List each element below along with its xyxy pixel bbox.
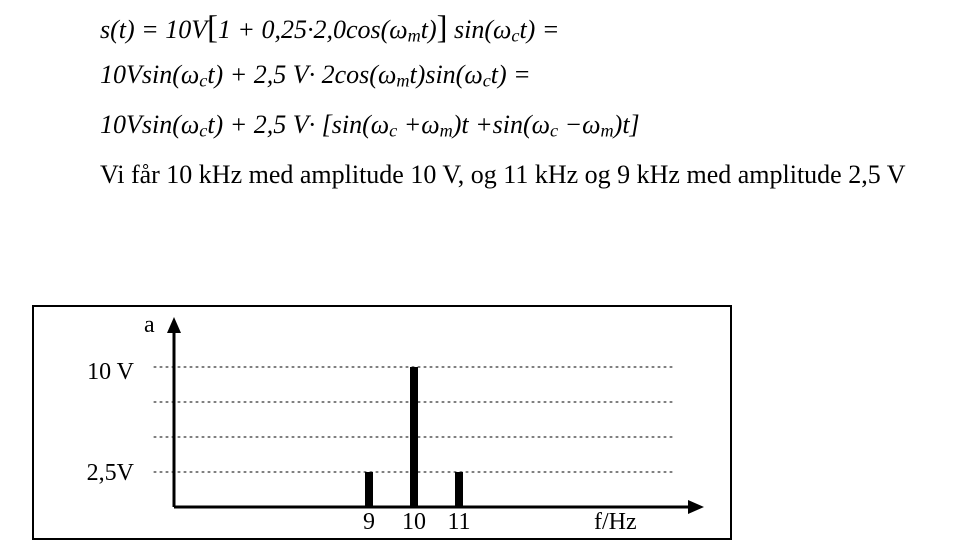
- eq3-sub-c3: c: [550, 121, 558, 141]
- eq3-p1: 10Vsin(ω: [100, 110, 199, 139]
- spectrum-svg: [34, 307, 730, 538]
- eq3-sub-m2: m: [601, 121, 614, 141]
- eq2-sub-c2: c: [483, 71, 491, 91]
- x-tick-2: 10: [399, 509, 429, 536]
- eq2-p3: t)sin(ω: [409, 60, 482, 89]
- eq3-p4: )t +sin(ω: [453, 110, 550, 139]
- explanation-text: Vi får 10 kHz med amplitude 10 V, og 11 …: [100, 160, 906, 189]
- eq1-p3: t): [421, 15, 437, 44]
- spectrum-chart: a 10 V 2,5V 9 10 11 f/Hz: [32, 305, 732, 540]
- eq3-p5: −ω: [558, 110, 600, 139]
- explanation-line: Vi får 10 kHz med amplitude 10 V, og 11 …: [100, 160, 906, 190]
- eq3-sub-m1: m: [440, 121, 453, 141]
- eq1-p5: t) =: [519, 15, 559, 44]
- eq1-bracket-open: [: [207, 10, 218, 46]
- y-tick-top: 10 V: [64, 359, 134, 386]
- eq1-sub-m1: m: [408, 26, 421, 46]
- eq1-p2: 1 + 0,25·2,0cos(ω: [218, 15, 408, 44]
- eq2-p4: t) =: [491, 60, 531, 89]
- eq3-p2: t) + 2,5 V· [sin(ω: [207, 110, 389, 139]
- x-tick-1: 9: [354, 509, 384, 536]
- page-root: s(t) = 10V[1 + 0,25·2,0cos(ωmt)] sin(ωct…: [0, 0, 959, 560]
- x-axis-title: f/Hz: [594, 509, 637, 536]
- y-axis-title: a: [144, 312, 155, 339]
- eq3-sub-c2: c: [389, 121, 397, 141]
- eq1-p4: sin(ω: [448, 15, 512, 44]
- eq2-sub-m1: m: [396, 71, 409, 91]
- equation-line-1: s(t) = 10V[1 + 0,25·2,0cos(ωmt)] sin(ωct…: [100, 10, 559, 47]
- y-tick-bottom: 2,5V: [64, 460, 134, 487]
- equation-line-3: 10Vsin(ωct) + 2,5 V· [sin(ωc +ωm)t +sin(…: [100, 110, 640, 142]
- eq3-p3: +ω: [397, 110, 439, 139]
- x-tick-3: 11: [444, 509, 474, 536]
- eq3-p6: )t]: [614, 110, 640, 139]
- eq2-p1: 10Vsin(ω: [100, 60, 199, 89]
- eq2-p2: t) + 2,5 V· 2cos(ω: [207, 60, 396, 89]
- eq1-p1: s(t) = 10V: [100, 15, 207, 44]
- equation-line-2: 10Vsin(ωct) + 2,5 V· 2cos(ωmt)sin(ωct) =: [100, 60, 531, 92]
- eq1-bracket-close: ]: [437, 10, 448, 46]
